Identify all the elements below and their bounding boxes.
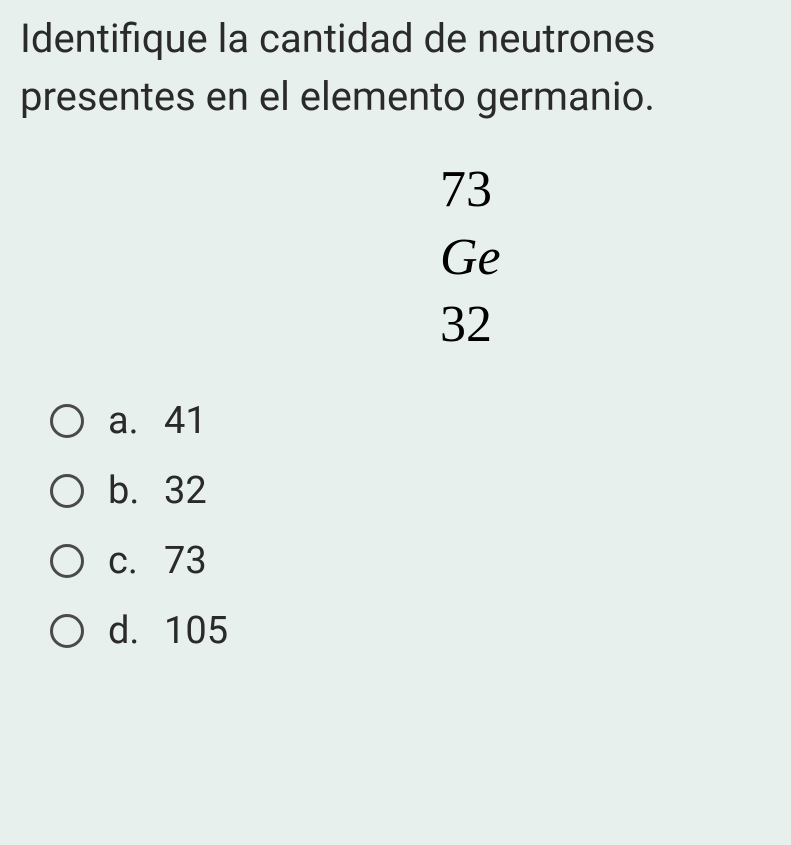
option-b[interactable]: b. 32 bbox=[50, 469, 771, 513]
question-text: Identifique la cantidad de neutrones pre… bbox=[20, 10, 771, 126]
element-symbol: Ge bbox=[440, 224, 771, 292]
radio-icon bbox=[50, 614, 84, 648]
element-notation: 73 Ge 32 bbox=[20, 156, 771, 359]
option-letter: b. bbox=[108, 469, 164, 513]
option-a[interactable]: a. 41 bbox=[50, 399, 771, 443]
option-letter: a. bbox=[108, 399, 164, 443]
option-letter: c. bbox=[108, 539, 164, 583]
option-value: 73 bbox=[164, 539, 207, 583]
option-letter: d. bbox=[108, 609, 164, 653]
option-value: 41 bbox=[164, 399, 207, 443]
options-list: a. 41 b. 32 c. 73 d. 105 bbox=[20, 399, 771, 653]
mass-number: 73 bbox=[440, 156, 771, 224]
option-c[interactable]: c. 73 bbox=[50, 539, 771, 583]
option-value: 32 bbox=[164, 469, 207, 513]
radio-icon bbox=[50, 404, 84, 438]
radio-icon bbox=[50, 544, 84, 578]
radio-icon bbox=[50, 474, 84, 508]
option-d[interactable]: d. 105 bbox=[50, 609, 771, 653]
option-value: 105 bbox=[164, 609, 228, 653]
atomic-number: 32 bbox=[440, 291, 771, 359]
